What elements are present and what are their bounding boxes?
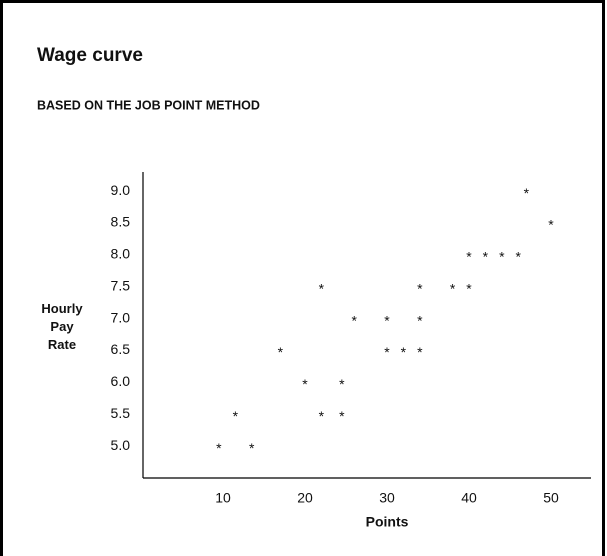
y-tick-label: 8.5 [111,214,131,230]
point: * [548,217,554,233]
point: * [466,249,472,265]
point: * [319,408,325,424]
point: * [417,312,423,328]
x-tick-label: 40 [461,490,477,506]
point: * [249,440,255,456]
point: * [450,280,456,296]
point: * [278,344,284,360]
x-tick-label: 50 [543,490,559,506]
point: * [319,280,325,296]
point: * [401,344,407,360]
y-tick-label: 7.0 [111,309,131,325]
chart-subtitle: BASED ON THE JOB POINT METHOD [37,98,260,112]
x-tick-label: 20 [297,490,313,506]
point: * [499,249,505,265]
point: * [216,440,222,456]
point: * [515,249,521,265]
point: * [233,408,239,424]
chart-title: Wage curve [37,45,143,66]
y-tick-label: 5.0 [111,437,131,453]
point: * [351,312,357,328]
y-tick-label: 6.5 [111,341,131,357]
y-tick-label: 6.0 [111,373,131,389]
point: * [483,249,489,265]
x-tick-label: 30 [379,490,395,506]
point: * [466,280,472,296]
point: * [384,344,390,360]
y-axis-label: Hourly Pay Rate [41,301,83,352]
point: * [339,408,345,424]
y-tick-label: 7.5 [111,277,131,293]
x-tick-label: 10 [215,490,231,506]
point: * [417,344,423,360]
y-tick-label: 9.0 [111,182,131,198]
y-tick-label: 8.0 [111,246,131,262]
point: * [524,185,530,201]
point: * [384,312,390,328]
point: * [417,280,423,296]
y-tick-label: 5.5 [111,405,131,421]
x-axis-label: Points [366,514,409,530]
point: * [302,376,308,392]
point: * [339,376,345,392]
